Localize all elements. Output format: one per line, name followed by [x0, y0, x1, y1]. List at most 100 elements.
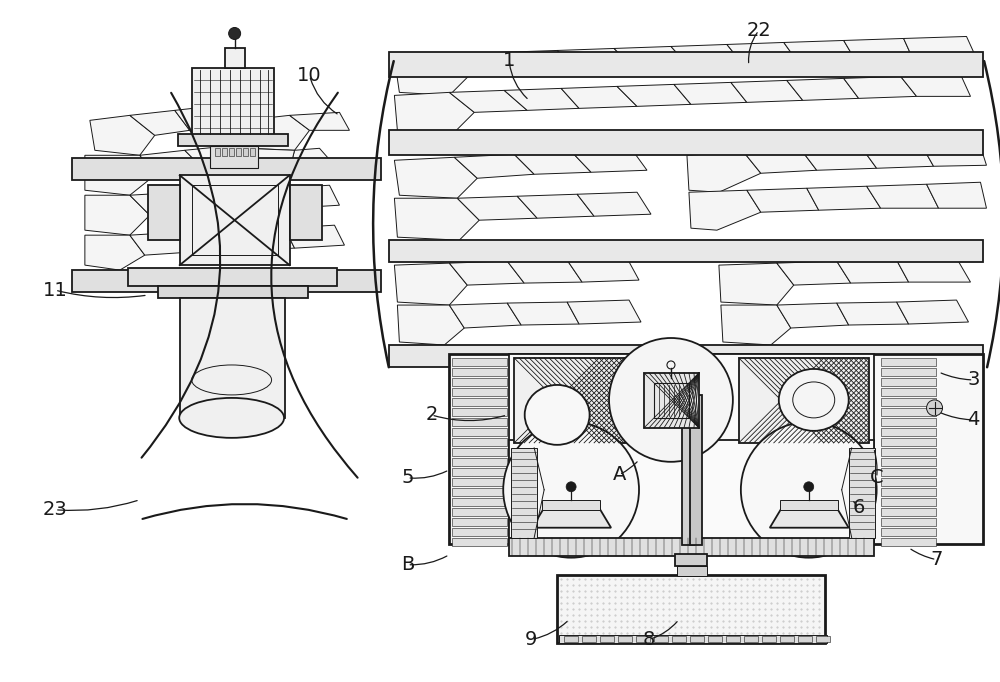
Polygon shape	[185, 145, 245, 165]
Polygon shape	[245, 115, 310, 150]
Ellipse shape	[179, 398, 284, 438]
Polygon shape	[687, 152, 761, 192]
Text: C: C	[870, 469, 883, 487]
Bar	[178, 134, 288, 147]
Polygon shape	[674, 83, 747, 104]
Circle shape	[804, 481, 814, 492]
Polygon shape	[449, 261, 524, 285]
Text: A: A	[612, 465, 626, 484]
Circle shape	[566, 481, 576, 492]
Bar	[514, 358, 654, 443]
Bar	[511, 448, 537, 537]
Bar	[225, 48, 245, 68]
Bar	[762, 636, 776, 642]
Bar	[452, 478, 507, 486]
Bar	[675, 554, 707, 565]
Polygon shape	[514, 151, 591, 175]
Circle shape	[741, 422, 877, 558]
Polygon shape	[747, 188, 819, 212]
Polygon shape	[454, 154, 534, 178]
Bar	[744, 636, 758, 642]
Polygon shape	[787, 78, 859, 100]
Text: 8: 8	[643, 630, 655, 649]
Bar	[452, 438, 507, 446]
Polygon shape	[394, 92, 474, 132]
Bar	[881, 418, 936, 426]
Polygon shape	[719, 263, 794, 305]
Polygon shape	[140, 150, 200, 175]
Bar	[654, 636, 668, 642]
Bar	[881, 398, 936, 406]
Bar	[557, 575, 825, 642]
Bar	[389, 53, 983, 78]
Bar	[210, 147, 258, 168]
Bar	[509, 440, 874, 545]
Bar	[726, 636, 740, 642]
Text: 3: 3	[967, 370, 980, 389]
Circle shape	[229, 27, 241, 40]
Text: 22: 22	[746, 21, 771, 40]
Polygon shape	[777, 261, 851, 285]
Bar	[881, 388, 936, 396]
Bar	[72, 270, 381, 292]
Bar	[559, 634, 827, 642]
Polygon shape	[499, 50, 577, 72]
Text: B: B	[401, 555, 414, 574]
Polygon shape	[770, 507, 849, 528]
Bar	[250, 148, 255, 156]
Bar	[389, 130, 983, 155]
Polygon shape	[245, 148, 295, 175]
Bar	[452, 408, 507, 416]
Bar	[128, 268, 337, 286]
Polygon shape	[280, 186, 339, 208]
Bar	[690, 395, 702, 545]
Polygon shape	[567, 300, 641, 324]
Polygon shape	[504, 89, 579, 110]
Bar	[452, 468, 507, 476]
Ellipse shape	[779, 369, 849, 431]
Bar	[222, 148, 227, 156]
Bar	[672, 636, 686, 642]
Polygon shape	[449, 303, 521, 328]
Polygon shape	[557, 48, 634, 68]
Bar	[600, 636, 614, 642]
Polygon shape	[449, 91, 527, 113]
Bar	[452, 528, 507, 535]
Bar	[881, 478, 936, 486]
Polygon shape	[577, 192, 651, 216]
Polygon shape	[394, 158, 477, 198]
Polygon shape	[671, 44, 744, 66]
Bar	[192, 186, 278, 255]
Bar	[452, 378, 507, 386]
Bar	[881, 488, 936, 496]
Polygon shape	[727, 42, 799, 65]
Bar	[881, 378, 936, 386]
Bar	[290, 186, 322, 240]
Polygon shape	[394, 198, 479, 240]
Bar	[780, 500, 838, 509]
Polygon shape	[801, 147, 877, 170]
Bar	[881, 448, 936, 456]
Bar	[881, 507, 936, 516]
Polygon shape	[394, 263, 467, 305]
Bar	[215, 148, 220, 156]
Polygon shape	[290, 113, 349, 130]
Bar	[180, 175, 290, 265]
Bar	[452, 507, 507, 516]
Bar	[881, 537, 936, 546]
Polygon shape	[744, 149, 817, 173]
Polygon shape	[130, 232, 190, 255]
Bar	[452, 498, 507, 506]
Bar	[881, 468, 936, 476]
Bar	[229, 148, 234, 156]
Bar	[881, 368, 936, 376]
Polygon shape	[571, 148, 647, 173]
Bar	[881, 428, 936, 436]
Polygon shape	[130, 192, 195, 216]
Polygon shape	[561, 87, 637, 108]
Bar	[654, 383, 689, 418]
Bar	[644, 373, 699, 428]
Polygon shape	[837, 302, 909, 325]
Bar	[180, 298, 285, 418]
Bar	[452, 448, 507, 456]
